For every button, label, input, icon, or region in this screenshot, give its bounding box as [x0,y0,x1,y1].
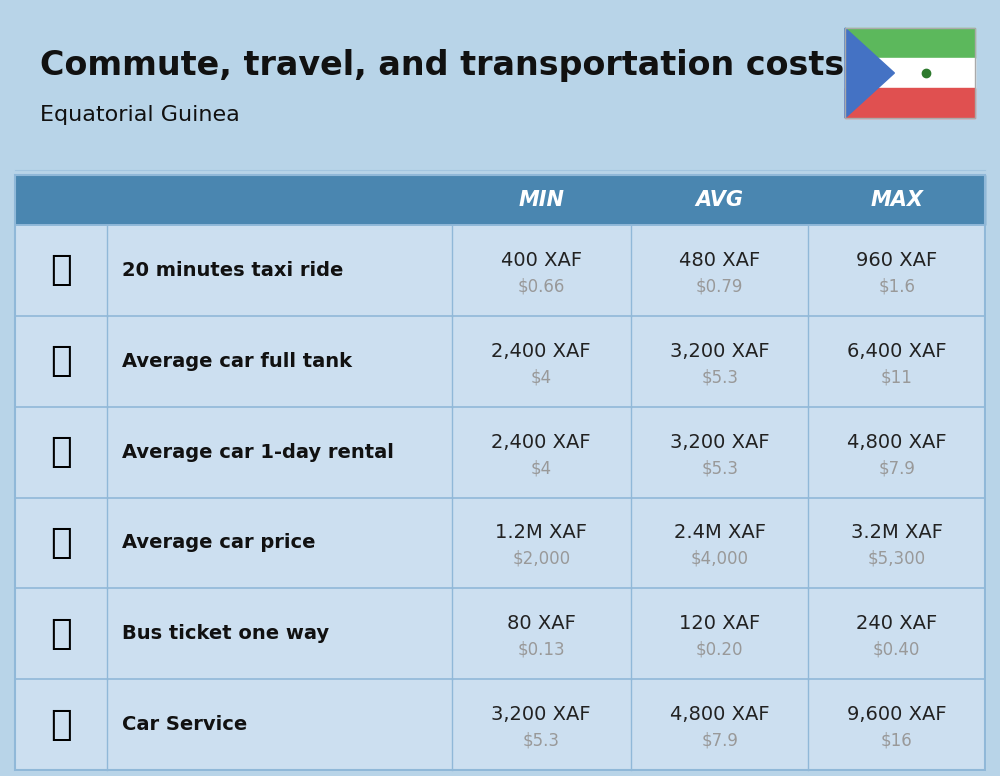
Polygon shape [845,28,894,118]
Text: $5.3: $5.3 [701,459,738,477]
Bar [845,28,975,118]
Text: 240 XAF: 240 XAF [856,615,937,633]
Bar [15,497,985,588]
Text: 3,200 XAF: 3,200 XAF [670,432,770,452]
Text: Commute, travel, and transportation costs: Commute, travel, and transportation cost… [40,48,844,81]
Text: $11: $11 [881,369,913,386]
Text: 3.2M XAF: 3.2M XAF [851,524,943,542]
Text: $0.20: $0.20 [696,641,743,659]
Bar [15,588,985,679]
Text: 480 XAF: 480 XAF [679,251,760,270]
Text: 3,200 XAF: 3,200 XAF [670,341,770,361]
Bar [845,28,975,58]
Text: Average car price: Average car price [122,533,316,553]
Text: $2,000: $2,000 [512,550,570,568]
Text: $0.66: $0.66 [518,277,565,296]
Text: $0.40: $0.40 [873,641,920,659]
Text: Average car 1-day rental: Average car 1-day rental [122,442,394,462]
Text: 120 XAF: 120 XAF [679,615,760,633]
Bar [15,225,985,316]
Text: 🚗: 🚗 [50,708,72,742]
Text: $4: $4 [531,369,552,386]
Text: AVG: AVG [696,190,744,210]
Text: 4,800 XAF: 4,800 XAF [670,705,770,724]
Bar [845,58,975,88]
Text: 3,200 XAF: 3,200 XAF [491,705,591,724]
Text: $0.79: $0.79 [696,277,743,296]
Text: 4,800 XAF: 4,800 XAF [847,432,947,452]
Bar [15,316,985,407]
Text: $7.9: $7.9 [878,459,915,477]
Text: Car Service: Car Service [122,715,247,734]
Bar [15,175,985,225]
Text: ⛽: ⛽ [50,345,72,378]
Text: $4,000: $4,000 [691,550,749,568]
Text: 🚌: 🚌 [50,617,72,651]
Text: $4: $4 [531,459,552,477]
Text: Bus ticket one way: Bus ticket one way [122,624,329,643]
Bar [845,88,975,118]
Text: 🚙: 🚙 [50,435,72,469]
Bar [845,28,975,118]
Text: MIN: MIN [518,190,564,210]
Text: 1.2M XAF: 1.2M XAF [495,524,587,542]
Text: $0.13: $0.13 [517,641,565,659]
Text: 400 XAF: 400 XAF [501,251,582,270]
Text: 2,400 XAF: 2,400 XAF [491,432,591,452]
Text: 6,400 XAF: 6,400 XAF [847,341,947,361]
Text: 9,600 XAF: 9,600 XAF [847,705,947,724]
Text: 🚕: 🚕 [50,254,72,287]
Bar [15,679,985,770]
Text: $5.3: $5.3 [701,369,738,386]
Text: 80 XAF: 80 XAF [507,615,576,633]
Text: $5,300: $5,300 [868,550,926,568]
Text: 20 minutes taxi ride: 20 minutes taxi ride [122,261,344,280]
Text: Average car full tank: Average car full tank [122,352,352,371]
Text: Equatorial Guinea: Equatorial Guinea [40,105,240,125]
Text: 2.4M XAF: 2.4M XAF [674,524,766,542]
Bar [15,175,985,770]
Text: MAX: MAX [870,190,923,210]
Text: $5.3: $5.3 [523,732,560,750]
Text: $1.6: $1.6 [878,277,915,296]
Text: 🚗: 🚗 [50,526,72,560]
Bar [15,407,985,497]
Text: $7.9: $7.9 [701,732,738,750]
Text: 960 XAF: 960 XAF [856,251,937,270]
Text: 2,400 XAF: 2,400 XAF [491,341,591,361]
Text: $16: $16 [881,732,913,750]
